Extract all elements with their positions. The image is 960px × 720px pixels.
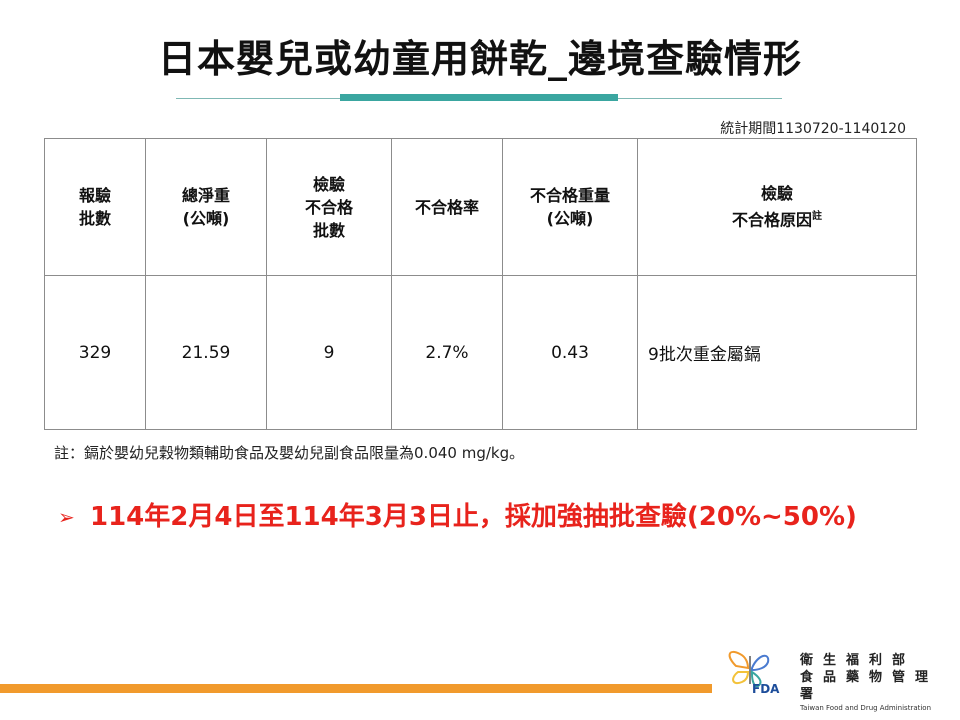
header-declared-batches: 報驗 批數 [44, 138, 146, 276]
title-accent-bar [340, 94, 618, 101]
cell-failed-batches: 9 [266, 275, 392, 430]
logo-ministry-name: 衛生福利部 [800, 653, 916, 668]
cell-failure-reason: 9批次重金屬鎘 [637, 275, 917, 430]
header-failure-reason: 檢驗 不合格原因註 [637, 138, 917, 276]
fda-logo-icon: FDA [728, 650, 780, 694]
header-note-mark: 註 [812, 211, 822, 223]
header-failure-rate: 不合格率 [391, 138, 503, 276]
inspection-table: 報驗 批數 總淨重 (公噸) 檢驗 不合格 批數 不合格率 不合格重量 (公噸)… [44, 138, 917, 430]
cell-failed-weight: 0.43 [502, 275, 638, 430]
cell-declared-batches: 329 [44, 275, 146, 430]
svg-text:FDA: FDA [752, 682, 780, 694]
arrow-bullet-icon: ➢ [58, 505, 75, 529]
table-row: 329 21.59 9 2.7% 0.43 9批次重金屬鎘 [44, 275, 917, 430]
header-total-net-weight: 總淨重 (公噸) [145, 138, 267, 276]
table-header-row: 報驗 批數 總淨重 (公噸) 檢驗 不合格 批數 不合格率 不合格重量 (公噸)… [44, 138, 917, 276]
logo-english-name: Taiwan Food and Drug Administration [800, 704, 932, 712]
bottom-accent-bar [0, 684, 712, 693]
page-title: 日本嬰兒或幼童用餅乾_邊境查驗情形 [157, 37, 802, 81]
header-failed-batches: 檢驗 不合格 批數 [266, 138, 392, 276]
logo-agency-name: 食品藥物管理署 [800, 670, 939, 702]
bullet-text: 114年2月4日至114年3月3日止，採加強抽批查驗(20%~50%) [90, 502, 857, 532]
cell-failure-rate: 2.7% [391, 275, 503, 430]
fda-logo-text: 衛生福利部 食品藥物管理署 Taiwan Food and Drug Admin… [800, 652, 940, 713]
footnote: 註：鎘於嬰幼兒穀物類輔助食品及嬰幼兒副食品限量為0.040 mg/kg。 [54, 444, 525, 462]
statistics-period: 統計期間1130720-1140120 [720, 121, 906, 137]
cell-total-net-weight: 21.59 [145, 275, 267, 430]
header-failed-weight: 不合格重量 (公噸) [502, 138, 638, 276]
